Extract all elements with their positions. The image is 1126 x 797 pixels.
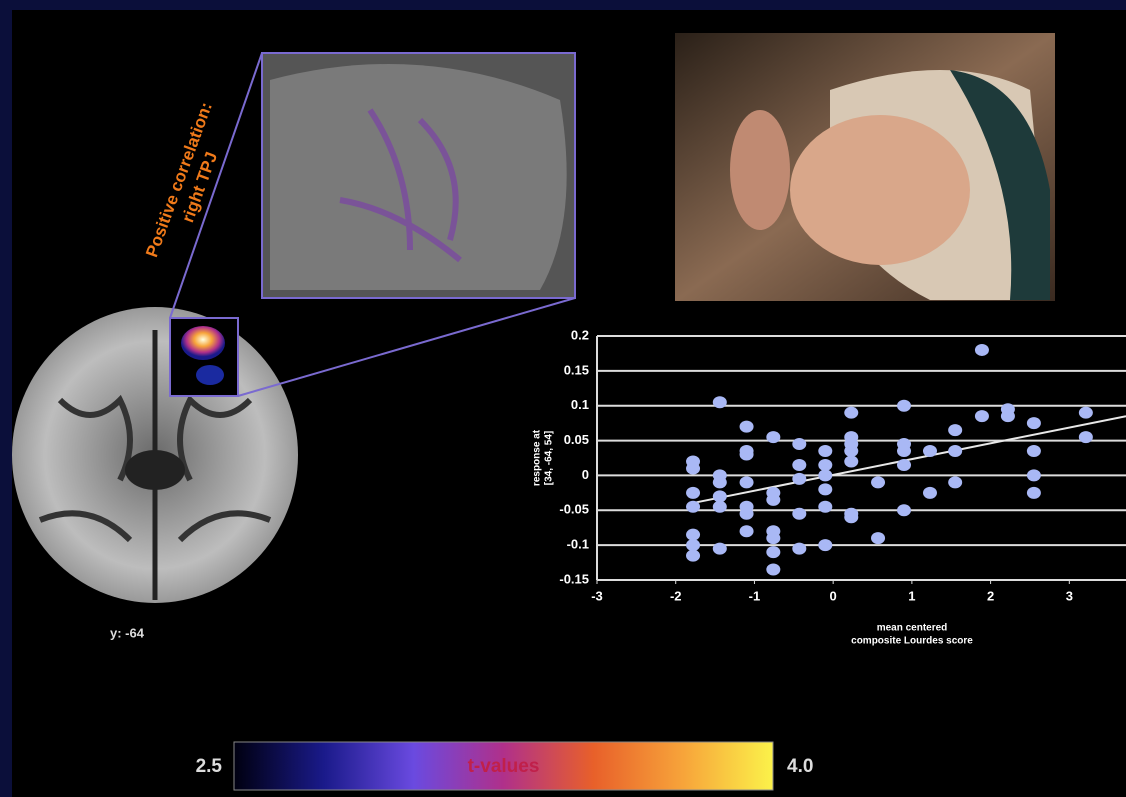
colorbar-tick-label: 2.5 <box>196 756 223 777</box>
point <box>739 448 754 461</box>
point <box>739 476 754 489</box>
point <box>686 528 701 541</box>
point <box>1026 469 1041 482</box>
point <box>922 445 937 458</box>
point <box>948 445 963 458</box>
point <box>712 476 727 489</box>
x-tick-label: 3 <box>1066 588 1073 603</box>
point <box>1026 486 1041 499</box>
point <box>844 455 859 468</box>
colorbar-fill <box>233 741 774 791</box>
point <box>844 511 859 524</box>
point <box>818 445 833 458</box>
y-tick-label: 0.05 <box>564 432 589 447</box>
y-tick-label: 0.2 <box>571 327 589 342</box>
point <box>818 539 833 552</box>
point <box>766 546 781 559</box>
zoom-inset <box>169 52 576 397</box>
x-tick-label: 0 <box>830 588 837 603</box>
point <box>792 458 807 471</box>
y-tick-label: 0.1 <box>571 397 589 412</box>
point <box>844 445 859 458</box>
point <box>766 493 781 506</box>
point <box>766 431 781 444</box>
point <box>686 486 701 499</box>
point <box>844 406 859 419</box>
x-axis-label: composite Lourdes score <box>851 636 973 647</box>
y-tick-label: 0.15 <box>564 362 589 377</box>
slice-label: y: -64 <box>110 625 145 640</box>
y-axis-label: [34, -64, 54] <box>544 431 555 485</box>
x-tick-label: 1 <box>908 588 915 603</box>
colorbar-tick-label: 4.0 <box>787 756 813 777</box>
point <box>974 410 989 423</box>
point <box>712 500 727 513</box>
point <box>974 343 989 356</box>
photo <box>675 33 1055 301</box>
point <box>897 458 912 471</box>
point <box>766 532 781 545</box>
point <box>712 542 727 555</box>
point <box>712 396 727 409</box>
point <box>818 469 833 482</box>
point <box>686 539 701 552</box>
trend-line <box>691 415 1126 505</box>
point <box>1026 445 1041 458</box>
y-tick-label: -0.05 <box>559 502 589 517</box>
x-tick-label: -1 <box>749 588 761 603</box>
point <box>948 424 963 437</box>
point <box>871 476 886 489</box>
point <box>897 445 912 458</box>
point <box>818 500 833 513</box>
point <box>739 507 754 520</box>
brain-slice <box>12 307 298 603</box>
x-tick-label: -2 <box>670 588 682 603</box>
point <box>739 525 754 538</box>
y-tick-label: -0.1 <box>567 537 589 552</box>
point <box>766 563 781 576</box>
point <box>712 490 727 503</box>
x-tick-label: -3 <box>591 588 603 603</box>
point <box>871 532 886 545</box>
scatter-chart: -0.15 -0.1 -0.05 0 0.05 0.1 0.15 0.2 -3 -2 -1 0 1 2 3 m… <box>532 327 1126 647</box>
y-axis-label: response at <box>532 429 543 486</box>
point <box>818 483 833 496</box>
point <box>897 504 912 517</box>
point <box>1078 406 1093 419</box>
point <box>1078 431 1093 444</box>
point <box>818 458 833 471</box>
y-tick-label: 0 <box>582 467 589 482</box>
colorbar: t-values 2.5 4.0 <box>196 741 813 791</box>
point <box>792 542 807 555</box>
colorbar-label: t-values <box>468 756 540 777</box>
point <box>792 507 807 520</box>
point <box>1000 410 1015 423</box>
point <box>739 420 754 433</box>
point <box>897 399 912 412</box>
y-tick-label: -0.15 <box>559 571 589 586</box>
x-axis-label: mean centered <box>877 623 948 634</box>
x-tick-label: 2 <box>987 588 994 603</box>
point <box>792 438 807 451</box>
point <box>792 472 807 485</box>
point <box>1026 417 1041 430</box>
point <box>948 476 963 489</box>
point <box>922 486 937 499</box>
point <box>686 549 701 562</box>
point <box>686 462 701 475</box>
point <box>686 500 701 513</box>
